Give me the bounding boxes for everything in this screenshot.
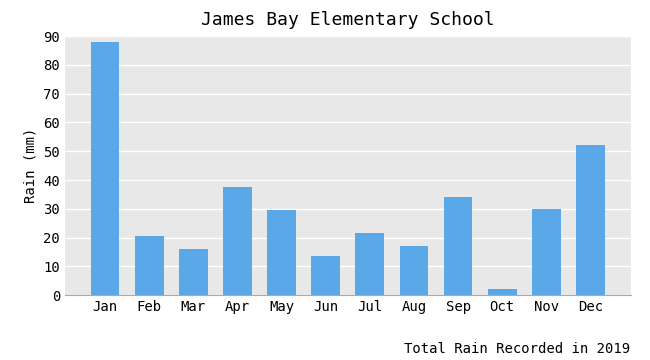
Bar bbox=[400, 246, 428, 295]
Bar bbox=[223, 187, 252, 295]
Bar bbox=[576, 145, 604, 295]
Y-axis label: Rain (mm): Rain (mm) bbox=[24, 128, 38, 203]
Bar bbox=[179, 249, 207, 295]
Bar bbox=[532, 209, 561, 295]
Bar bbox=[356, 233, 384, 295]
Bar bbox=[311, 256, 340, 295]
Bar bbox=[488, 289, 517, 295]
Bar bbox=[267, 210, 296, 295]
Title: James Bay Elementary School: James Bay Elementary School bbox=[201, 11, 495, 29]
Bar bbox=[444, 197, 473, 295]
Bar bbox=[135, 236, 164, 295]
Bar bbox=[91, 42, 120, 295]
X-axis label: Total Rain Recorded in 2019: Total Rain Recorded in 2019 bbox=[404, 342, 630, 356]
